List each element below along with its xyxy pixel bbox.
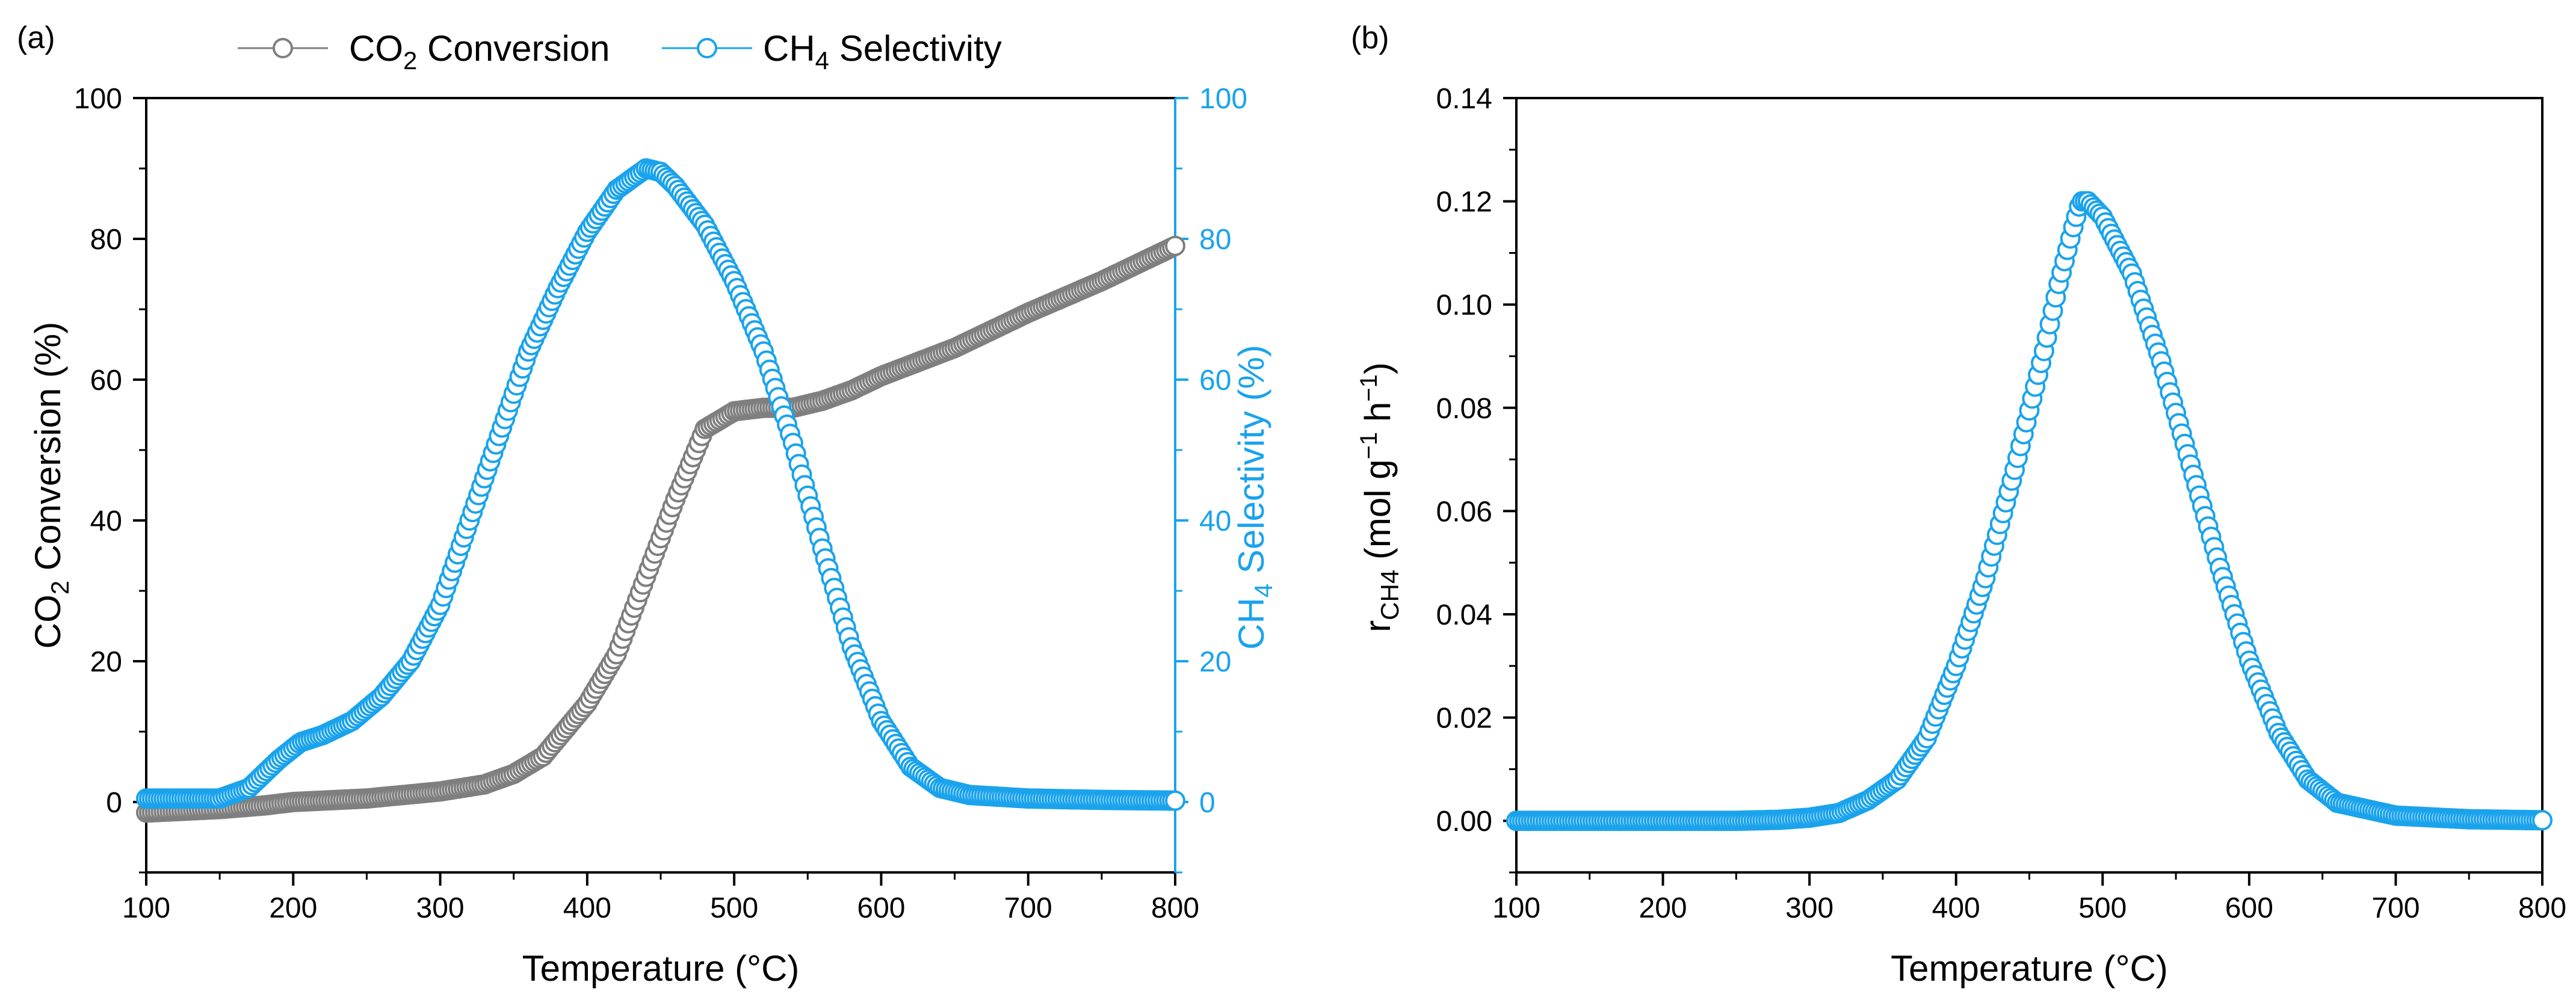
y-tick-label-right: 40 — [1199, 505, 1231, 537]
data-point — [1165, 790, 1185, 811]
y-tick-label: 0.00 — [1436, 806, 1492, 838]
data-point — [2532, 810, 2553, 831]
series-ch4-selectivity — [136, 158, 1185, 811]
y-tick-label: 0.06 — [1436, 496, 1492, 528]
x-tick-label: 800 — [1151, 892, 1199, 924]
legend: CO2 Conversion CH4 Selectivity — [238, 28, 1002, 75]
y-tick-label: 0.10 — [1436, 289, 1492, 321]
x-tick-label: 500 — [710, 892, 758, 924]
x-tick-label: 500 — [2078, 892, 2127, 924]
legend-ch4-label: CH4 Selectivity — [763, 28, 1002, 75]
series-co2-conversion — [136, 235, 1185, 823]
series-line — [146, 167, 1176, 802]
legend-ch4-marker — [697, 38, 717, 58]
y-tick-label: 0.02 — [1436, 703, 1492, 735]
legend-co2-label: CO2 Conversion — [349, 28, 610, 75]
panel-a-y-axis-title-left: CO2 Conversion (%) — [28, 322, 74, 649]
y-tick-label-right: 100 — [1199, 83, 1247, 115]
legend-co2-marker — [273, 38, 293, 58]
series-rch4 — [1506, 191, 2553, 832]
x-tick-label: 400 — [563, 892, 611, 924]
y-tick-label-left: 0 — [106, 787, 122, 819]
panel-a-data — [136, 158, 1185, 823]
x-tick-label: 200 — [269, 892, 317, 924]
y-tick-label-right: 20 — [1199, 646, 1231, 678]
panel-b: (b) 100 200 300 400 500 600 700 800 0.00 0.02 0.04… — [1351, 20, 2566, 989]
panel-b-y-axis-title: rCH4 (mol g−1 h−1) — [1356, 362, 1404, 632]
y-tick-label-left: 80 — [90, 224, 122, 256]
y-tick-label: 0.08 — [1436, 393, 1492, 425]
x-tick-label: 300 — [416, 892, 465, 924]
x-tick-label: 700 — [1004, 892, 1052, 924]
x-tick-label: 100 — [122, 892, 170, 924]
y-tick-label-right: 60 — [1199, 365, 1231, 397]
panel-a: (a) CO2 Conversion CH4 Selectivity 100 20… — [17, 20, 1277, 989]
y-tick-label: 0.12 — [1436, 187, 1492, 218]
x-tick-label: 700 — [2371, 892, 2420, 924]
panel-a-x-axis-title: Temperature (°C) — [522, 948, 800, 989]
panel-a-label: (a) — [17, 20, 55, 55]
y-tick-label-right: 0 — [1199, 787, 1215, 819]
y-tick-label: 0.14 — [1436, 83, 1492, 115]
x-tick-label: 200 — [1639, 892, 1687, 924]
panel-b-x-axis-title: Temperature (°C) — [1891, 948, 2168, 989]
x-tick-label: 600 — [857, 892, 905, 924]
x-tick-label: 100 — [1492, 892, 1540, 924]
panel-b-axes: 100 200 300 400 500 600 700 800 0.00 0.02 0.04 0.06… — [1436, 83, 2566, 924]
x-tick-label: 400 — [1932, 892, 1980, 924]
data-point — [1165, 235, 1185, 256]
y-tick-label-left: 60 — [90, 365, 122, 397]
y-tick-label-left: 100 — [74, 83, 122, 115]
panel-a-y-axis-title-right: CH4 Selectivity (%) — [1231, 345, 1277, 650]
plot-frame — [1515, 97, 2544, 874]
panel-a-axes: 100 200 300 400 500 600 700 800 0 20 40 60 80 100 0 20 4… — [74, 83, 1247, 924]
series-line — [1516, 200, 2542, 822]
panel-b-data — [1506, 191, 2553, 832]
x-tick-label: 800 — [2518, 892, 2566, 924]
y-tick-label-left: 20 — [90, 646, 122, 678]
panel-b-label: (b) — [1351, 20, 1389, 55]
x-tick-label: 600 — [2225, 892, 2273, 924]
y-tick-label-right: 80 — [1199, 224, 1231, 256]
y-tick-label: 0.04 — [1436, 599, 1492, 631]
y-tick-label-left: 40 — [90, 505, 122, 537]
x-tick-label: 300 — [1785, 892, 1833, 924]
